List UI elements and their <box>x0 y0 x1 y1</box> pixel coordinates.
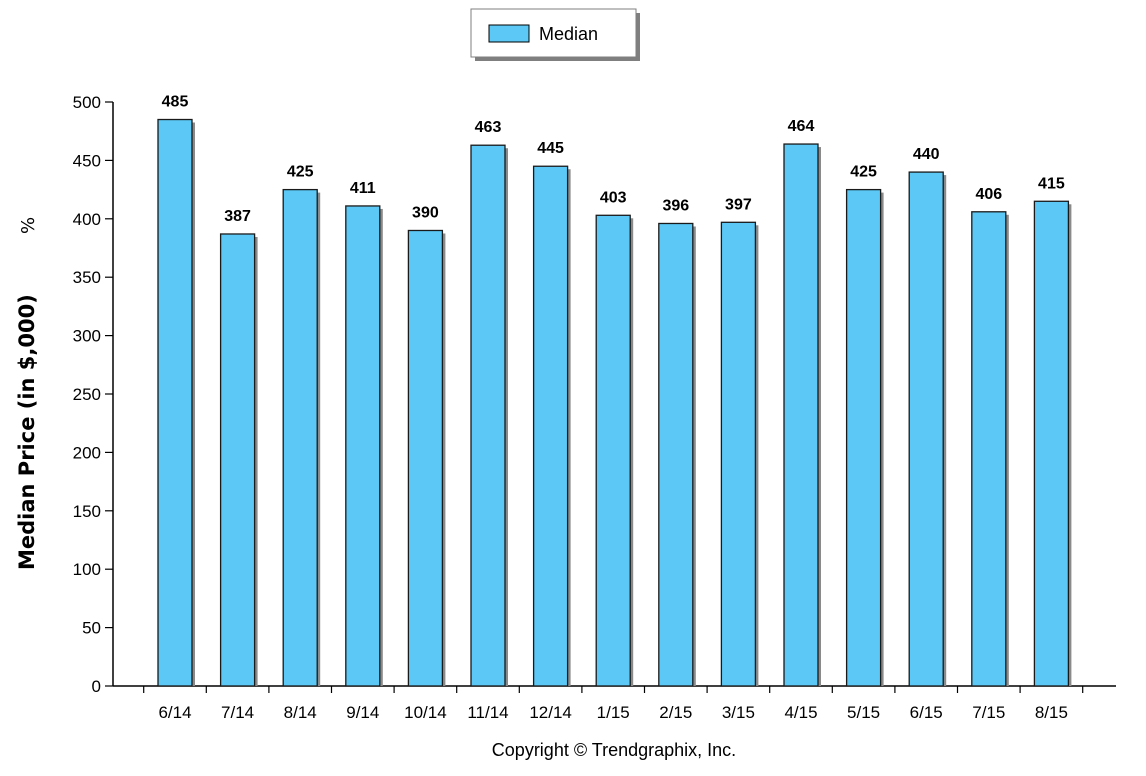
y-tick-label: 400 <box>73 210 101 229</box>
bar-value-label: 485 <box>162 94 189 111</box>
bar-value-label: 387 <box>224 208 251 225</box>
bar-value-label: 464 <box>788 118 815 135</box>
x-tick-label: 6/14 <box>158 703 191 722</box>
x-tick-label: 10/14 <box>404 703 447 722</box>
bar <box>658 222 694 687</box>
bar-value-label: 463 <box>475 119 502 136</box>
x-tick-label: 8/14 <box>284 703 317 722</box>
bar <box>595 214 631 687</box>
bar-value-label: 406 <box>975 186 1002 203</box>
copyright-footer: Copyright © Trendgraphix, Inc. <box>492 740 736 760</box>
x-tick-label: 11/14 <box>467 703 508 722</box>
y-tick-label: 100 <box>73 560 101 579</box>
bar-value-label: 390 <box>412 204 439 221</box>
y-axis-title: Median Price (in $,000) % <box>15 217 39 570</box>
y-tick-label: 50 <box>82 619 101 638</box>
legend-swatch <box>488 24 530 43</box>
bar <box>1033 200 1070 687</box>
y-tick-label: 150 <box>73 502 101 521</box>
axes: 0 50 100 150 200 250 300 350 400 450 500 6/14 7/14 8/… <box>73 93 1116 722</box>
y-tick-label: 200 <box>73 443 101 462</box>
bar-value-label: 396 <box>662 197 689 214</box>
bar-value-label: 425 <box>287 164 314 181</box>
y-tick-label: 500 <box>73 93 101 112</box>
y-tick-label: 250 <box>73 385 101 404</box>
y-axis-label: Median Price (in $,000) <box>15 294 39 570</box>
bar <box>219 233 256 687</box>
data-labels: 485 387 425 411 390 463 445 403 396 397 464 425 440 4… <box>162 94 1065 225</box>
x-tick-label: 6/15 <box>910 703 943 722</box>
bar <box>470 144 506 687</box>
x-tick-label: 12/14 <box>529 703 572 722</box>
bar-value-label: 445 <box>537 140 564 157</box>
bar <box>407 229 444 687</box>
legend-label: Median <box>539 24 598 44</box>
bar-value-label: 397 <box>725 196 752 213</box>
bar <box>971 211 1007 687</box>
bar-value-label: 411 <box>350 180 376 197</box>
bar-value-label: 403 <box>600 189 627 206</box>
bar-value-label: 415 <box>1038 175 1065 192</box>
bar <box>532 165 569 687</box>
bar <box>282 188 318 687</box>
x-tick-label: 2/15 <box>659 703 692 722</box>
bar <box>783 143 819 687</box>
x-tick-label: 7/14 <box>221 703 254 722</box>
bar <box>845 188 882 687</box>
bar <box>157 118 193 687</box>
y-tick-label: 450 <box>73 151 101 170</box>
bar <box>908 171 944 687</box>
bar <box>345 205 381 687</box>
x-tick-label: 3/15 <box>722 703 755 722</box>
y-tick-label: 0 <box>92 677 101 696</box>
x-tick-label: 5/15 <box>847 703 880 722</box>
x-tick-label: 9/14 <box>346 703 379 722</box>
y-axis-label-suffix: % <box>18 217 39 234</box>
y-tick-label: 350 <box>73 268 101 287</box>
x-tick-label: 1/15 <box>597 703 630 722</box>
bars <box>157 118 1072 687</box>
x-tick-label: 7/15 <box>972 703 1005 722</box>
y-tick-label: 300 <box>73 327 101 346</box>
bar-value-label: 440 <box>913 146 940 163</box>
bar-value-label: 425 <box>850 164 877 181</box>
x-tick-label: 4/15 <box>784 703 817 722</box>
bar <box>720 221 757 687</box>
legend: Median <box>470 8 640 61</box>
x-tick-label: 8/15 <box>1035 703 1068 722</box>
